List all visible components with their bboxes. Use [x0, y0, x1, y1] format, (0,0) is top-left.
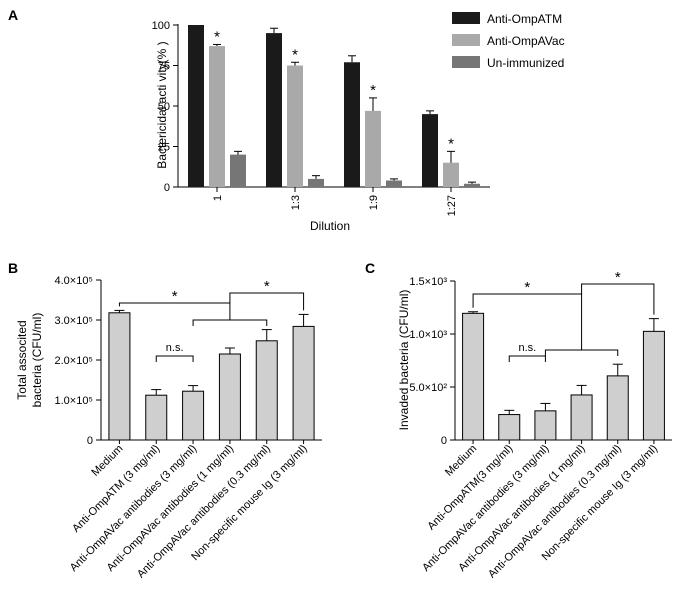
panel-a-bar	[230, 154, 246, 187]
panel-a-bar	[344, 62, 360, 188]
panel-c-letter: C	[365, 260, 375, 276]
panel-b-y-tick-label: 1.0×10⁵	[54, 395, 93, 407]
panel-b-y-tick-label: 4.0×10⁵	[54, 275, 93, 287]
panel-a-bar	[188, 25, 204, 187]
panel-c-ns-label: n.s.	[518, 342, 536, 354]
panel-a-legend-label: Anti-OmpAVac	[487, 34, 565, 48]
panel-b-x-tick-label: Anti-OmpAVac antibodies (0.3 mg/ml)	[135, 443, 273, 581]
panel-c-ns-bracket	[508, 355, 546, 362]
panel-c-y-axis-title: Invaded bacteria (CFU/ml)	[397, 290, 411, 431]
panel-b-left-sig-bracket	[118, 302, 231, 320]
panel-b-bar	[292, 325, 315, 441]
panel-a-legend-swatch	[452, 12, 480, 24]
panel-a-x-tick-label: 1:27	[446, 195, 458, 216]
panel-a-significance-star: *	[214, 28, 220, 45]
panel-a-y-tick-label: 100	[152, 20, 170, 32]
panel-c-bar	[498, 414, 521, 441]
panel-a-bar	[464, 183, 480, 187]
panel-a-bar	[266, 33, 282, 187]
panel-c-y-tick-label: 5.0×10²	[409, 382, 447, 394]
panel-b-ns-label: n.s.	[166, 342, 184, 354]
panel-a-bar	[365, 110, 381, 187]
panel-b-right-sig-star: *	[264, 278, 270, 295]
panel-a-legend-swatch	[452, 56, 480, 68]
panel-a-x-tick-label: 1:3	[290, 195, 302, 210]
panel-c-bar	[462, 312, 485, 441]
panel-c-y-tick-label: 1.5×10³	[409, 276, 447, 288]
panel-a-y-tick-label: 75	[158, 61, 170, 73]
panel-a-x-tick-label: 1	[212, 195, 224, 201]
panel-c-group-bracket	[544, 349, 619, 356]
panel-b-y-axis-title-line1: Total associted	[15, 320, 29, 399]
panel-c-y-tick-label: 1.0×10³	[409, 329, 447, 341]
panel-a-legend-swatch	[452, 34, 480, 46]
panel-a-significance-star: *	[292, 46, 298, 63]
panel-a-bar	[209, 46, 225, 188]
panel-a-bar	[386, 180, 402, 187]
panel-b-y-tick-label: 0	[87, 435, 93, 447]
panel-a-significance-star: *	[370, 82, 376, 99]
panel-b-y-tick-label: 3.0×10⁵	[54, 315, 93, 327]
panel-c-bar	[606, 375, 629, 441]
panel-a-bar	[422, 114, 438, 187]
panel-b-ns-bracket	[155, 355, 194, 362]
panel-b-bar	[108, 312, 131, 441]
panel-c-x-tick-label: Medium	[443, 443, 479, 479]
panel-c-left-sig-bracket	[472, 293, 583, 350]
panel-b-bar	[218, 353, 241, 441]
panel-a-legend-label: Un-immunized	[487, 56, 564, 70]
panel-a-x-axis-title: Dilution	[310, 219, 350, 233]
panel-b-bar	[182, 390, 205, 441]
panel-c-chart: C Invaded bacteria (CFU/ml) 0 5.0×10² 1.0×…	[365, 260, 672, 581]
panel-c-right-sig-bracket	[581, 283, 655, 315]
panel-c-right-sig-star: *	[615, 269, 621, 286]
panel-a-y-tick-label: 25	[158, 142, 170, 154]
panel-b-bar	[145, 394, 168, 441]
panel-c-bar	[642, 330, 665, 441]
panel-c-bar	[570, 394, 593, 441]
panel-a-y-tick-label: 50	[158, 101, 170, 113]
panel-b-y-tick-label: 2.0×10⁵	[54, 355, 93, 367]
panel-a-y-axis-title: Bactericidal acti vity(% )	[155, 41, 169, 168]
panel-b-group-bracket	[192, 319, 268, 326]
panel-a-bar	[287, 65, 303, 187]
panel-b-letter: B	[8, 260, 18, 276]
panel-b-right-sig-bracket	[229, 292, 305, 311]
panel-b-bar	[255, 340, 278, 441]
panel-b-x-tick-label: Medium	[89, 443, 125, 479]
panel-a-significance-star: *	[448, 135, 454, 152]
panel-c-y-tick-label: 0	[441, 435, 447, 447]
panel-a-legend-label: Anti-OmpATM	[487, 12, 562, 26]
panel-b-left-sig-star: *	[172, 288, 178, 305]
panel-a-chart: A Bactericidal acti vity(% ) Dilution 0 2…	[8, 7, 565, 233]
panel-c-bar	[534, 410, 557, 441]
panel-a-bar	[443, 162, 459, 187]
panel-c-left-sig-star: *	[524, 279, 530, 296]
panel-a-bar	[308, 178, 324, 187]
panel-a-letter: A	[8, 7, 18, 23]
panel-b-chart: B Total associted bacteria (CFU/ml) 0 1.0…	[8, 260, 322, 581]
panel-b-y-axis-title-line2: bacteria (CFU/ml)	[30, 313, 44, 408]
panel-c-x-tick-label: Anti-OmpAVac antibodies (0.3 mg/ml)	[486, 443, 624, 581]
panel-a-x-tick-label: 1:9	[368, 195, 380, 210]
panel-a-y-tick-label: 0	[164, 182, 170, 194]
